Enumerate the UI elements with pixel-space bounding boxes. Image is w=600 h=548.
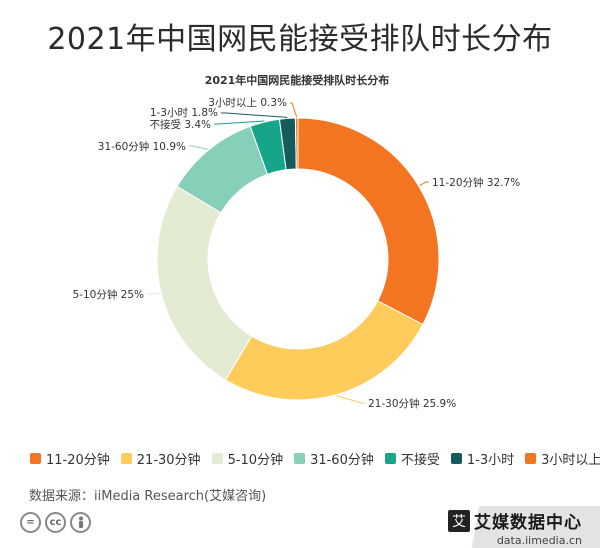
- brand-logo-icon: 艾: [448, 509, 470, 532]
- legend-label-0: 11-20分钟: [46, 452, 110, 468]
- brand-background: [450, 506, 600, 548]
- legend-item-2: 5-10分钟: [211, 449, 284, 468]
- leader-line-2: [147, 292, 161, 295]
- data-label-1: 21-30分钟 25.9%: [368, 397, 456, 410]
- data-label-0: 11-20分钟 32.7%: [432, 176, 520, 189]
- legend-swatch-5: [450, 452, 462, 464]
- page-title: 2021年中国网民能接受排队时长分布: [47, 22, 553, 57]
- legend-label-6: 3小时以上: [541, 452, 600, 468]
- slice-1: [224, 300, 424, 401]
- data-source: 数据来源：iiMedia Research(艾媒咨询): [29, 489, 267, 504]
- legend-swatch-6: [525, 452, 537, 464]
- brand-name: 艾媒数据中心: [474, 513, 582, 533]
- donut-chart: 2021年中国网民能接受排队时长分布 11-20分钟 32.7% 21-30分钟 …: [72, 73, 520, 410]
- legend-swatch-4: [384, 452, 396, 464]
- data-label-2: 5-10分钟 25%: [72, 288, 144, 301]
- legend-swatch-0: [30, 452, 41, 464]
- legend-item-1: 21-30分钟: [120, 449, 201, 468]
- legend-item-6: 3小时以上: [525, 449, 600, 468]
- brand-url: data.iimedia.cn: [496, 534, 582, 547]
- legend-item-0: 11-20分钟: [30, 449, 110, 468]
- data-label-3: 31-60分钟 10.9%: [98, 140, 186, 153]
- leader-line-6: [290, 102, 298, 118]
- cc-icon: cc: [45, 512, 66, 533]
- legend-label-4: 不接受: [400, 452, 440, 468]
- legend-item-5: 1-3小时: [450, 449, 515, 468]
- data-label-6: 3小时以上 0.3%: [208, 97, 287, 109]
- legend-swatch-2: [211, 452, 223, 464]
- slice-2: [156, 185, 253, 381]
- data-label-5: 1-3小时 1.8%: [150, 107, 218, 119]
- slice-0: [297, 117, 440, 326]
- leader-line-1: [336, 395, 365, 404]
- brand-block: 艾 艾媒数据中心 data.iimedia.cn: [448, 508, 582, 547]
- slice-6: [294, 117, 299, 170]
- person-icon: [70, 512, 91, 533]
- equals-icon: =: [20, 512, 41, 533]
- leader-line-4: [214, 120, 265, 125]
- license-icons: = cc: [20, 512, 95, 533]
- legend-label-5: 1-3小时: [466, 452, 515, 468]
- legend-label-2: 5-10分钟: [227, 452, 284, 468]
- legend-swatch-1: [120, 452, 132, 464]
- leader-line-3: [189, 145, 208, 150]
- data-label-4: 不接受 3.4%: [149, 118, 211, 131]
- legend-swatch-3: [294, 452, 306, 464]
- chart-title: 2021年中国网民能接受排队时长分布: [205, 73, 390, 87]
- chart-legend: 11-20分钟 21-30分钟 5-10分钟 31-60分钟 不接受 1-3小时 3小时以上: [30, 448, 600, 468]
- leader-line-0: [419, 181, 429, 187]
- legend-item-4: 不接受: [384, 449, 440, 468]
- legend-label-1: 21-30分钟: [136, 452, 201, 468]
- legend-label-3: 31-60分钟: [310, 452, 374, 468]
- leader-line-5: [221, 112, 288, 118]
- legend-item-3: 31-60分钟: [294, 449, 374, 468]
